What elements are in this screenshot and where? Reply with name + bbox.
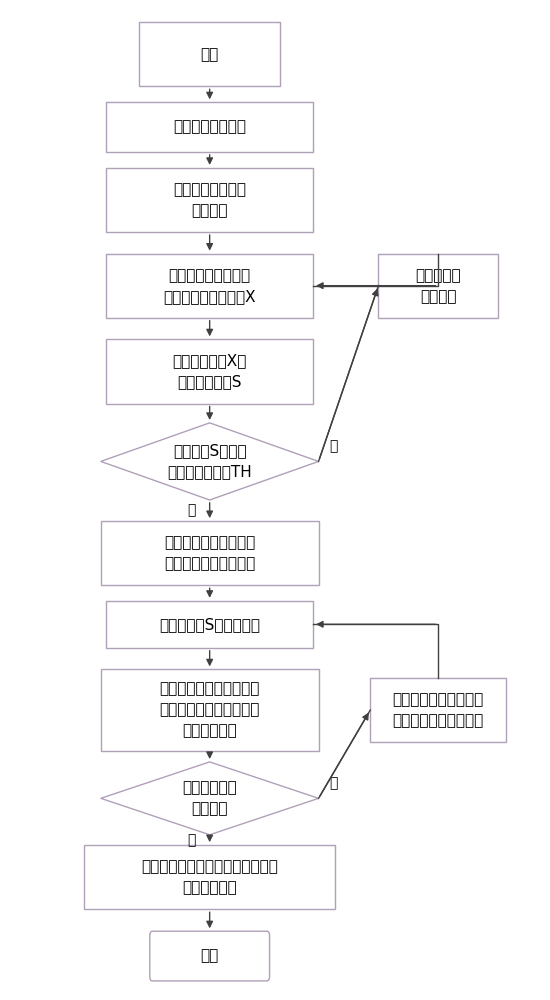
FancyBboxPatch shape: [101, 669, 318, 751]
FancyBboxPatch shape: [106, 254, 313, 318]
Text: 是: 是: [188, 833, 196, 847]
Text: 对次声信号进行带通
滤波得到滤波后信号X: 对次声信号进行带通 滤波得到滤波后信号X: [163, 268, 256, 304]
Text: 读取一段次声信号: 读取一段次声信号: [173, 120, 246, 135]
Text: 读取另一段
次声信号: 读取另一段 次声信号: [415, 268, 461, 304]
FancyBboxPatch shape: [106, 339, 313, 404]
Text: 是: 是: [188, 504, 196, 518]
Text: 否: 否: [329, 776, 338, 790]
Text: 能量曲线S中是否
存在点大于阈值TH: 能量曲线S中是否 存在点大于阈值TH: [167, 443, 252, 479]
Text: 计算离散化能量曲线与另
一站点某段离散能量曲线
间的相关程度: 计算离散化能量曲线与另 一站点某段离散能量曲线 间的相关程度: [160, 682, 260, 739]
Polygon shape: [101, 762, 318, 835]
FancyBboxPatch shape: [150, 931, 270, 981]
Text: 结束: 结束: [201, 949, 219, 964]
FancyBboxPatch shape: [85, 845, 335, 909]
Text: 相关程度是否
高于阈值: 相关程度是否 高于阈值: [182, 780, 237, 816]
FancyBboxPatch shape: [378, 254, 498, 318]
Text: 计算得到信号X的
加权能量曲线S: 计算得到信号X的 加权能量曲线S: [173, 353, 247, 389]
Text: 选同一站点的另一段时
间相近的离散能量曲线: 选同一站点的另一段时 间相近的离散能量曲线: [393, 692, 484, 728]
Text: 通过时频分析得到
特征频率: 通过时频分析得到 特征频率: [173, 182, 246, 218]
Polygon shape: [101, 423, 318, 500]
FancyBboxPatch shape: [106, 601, 313, 648]
Text: 计算异常次声信号粗略
的起始时间和持续时间: 计算异常次声信号粗略 的起始时间和持续时间: [164, 535, 255, 571]
Text: 否: 否: [329, 439, 338, 453]
FancyBboxPatch shape: [101, 521, 318, 585]
FancyBboxPatch shape: [106, 168, 313, 232]
FancyBboxPatch shape: [106, 102, 313, 152]
Text: 开始: 开始: [201, 47, 219, 62]
Text: 认为属于两站点的两端次声信号来
源于同一声源: 认为属于两站点的两端次声信号来 源于同一声源: [141, 859, 278, 895]
Text: 对能量曲线S数字离散化: 对能量曲线S数字离散化: [159, 617, 260, 632]
FancyBboxPatch shape: [370, 678, 507, 742]
FancyBboxPatch shape: [139, 22, 280, 86]
